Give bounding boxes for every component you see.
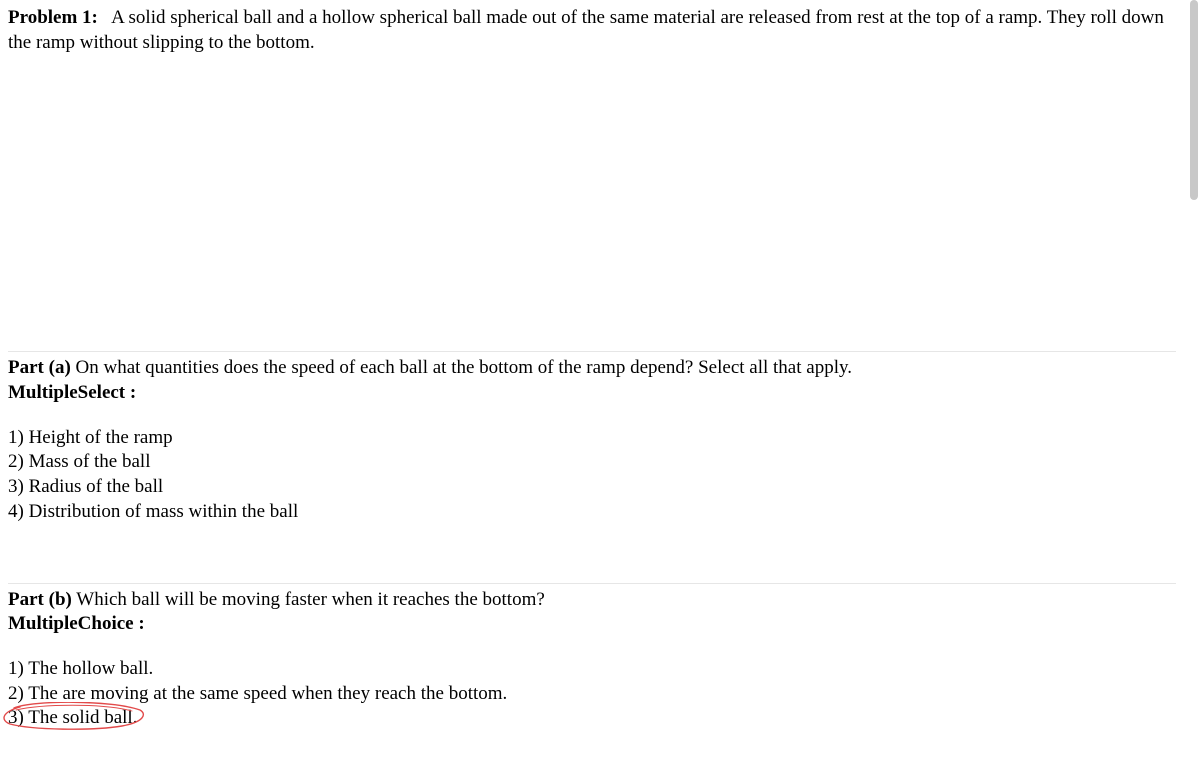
spacer	[8, 637, 1176, 657]
part-b-type: MultipleChoice :	[8, 612, 1176, 637]
part-a-type-label: MultipleSelect :	[8, 382, 136, 403]
part-b-option-text: 3) The solid ball.	[8, 707, 137, 728]
part-a-heading: Part (a) On what quantities does the spe…	[8, 356, 1176, 381]
spacer	[8, 406, 1176, 426]
part-a-type: MultipleSelect :	[8, 381, 1176, 406]
scrollbar-track[interactable]	[1186, 0, 1200, 771]
part-b-option-circled[interactable]: 3) The solid ball.	[8, 706, 137, 731]
spacer	[8, 525, 1176, 583]
part-a-question: On what quantities does the speed of eac…	[76, 357, 852, 378]
scrollbar-thumb[interactable]	[1190, 0, 1198, 200]
part-a-option[interactable]: 3) Radius of the ball	[8, 475, 1176, 500]
part-b-question: Which ball will be moving faster when it…	[76, 589, 545, 610]
part-b-type-label: MultipleChoice :	[8, 613, 145, 634]
section-divider	[8, 351, 1176, 352]
part-a-option[interactable]: 2) Mass of the ball	[8, 450, 1176, 475]
part-a-option[interactable]: 4) Distribution of mass within the ball	[8, 500, 1176, 525]
problem-label: Problem 1:	[8, 7, 98, 28]
part-a-label: Part (a)	[8, 357, 71, 378]
part-b-label: Part (b)	[8, 589, 72, 610]
figure-placeholder	[8, 55, 1176, 351]
part-b-option[interactable]: 1) The hollow ball.	[8, 657, 1176, 682]
part-b-heading: Part (b) Which ball will be moving faste…	[8, 588, 1176, 613]
part-a-option[interactable]: 1) Height of the ramp	[8, 426, 1176, 451]
problem-text: A solid spherical ball and a hollow sphe…	[8, 7, 1164, 53]
problem-statement: Problem 1: A solid spherical ball and a …	[8, 6, 1176, 55]
part-b-option[interactable]: 2) The are moving at the same speed when…	[8, 682, 1176, 707]
section-divider	[8, 583, 1176, 584]
problem-page: Problem 1: A solid spherical ball and a …	[0, 0, 1184, 771]
